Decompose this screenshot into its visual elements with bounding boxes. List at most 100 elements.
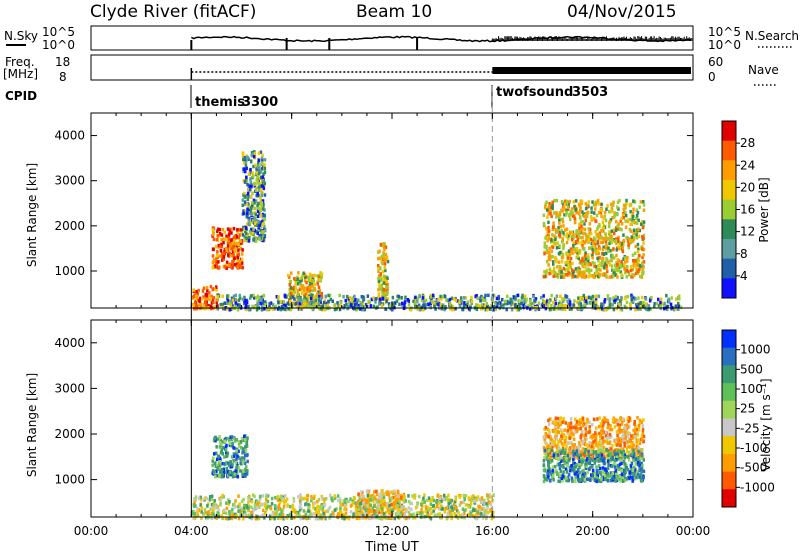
heatmap-cell <box>314 299 318 303</box>
heatmap-cell <box>294 281 297 285</box>
heatmap-cell <box>322 300 326 305</box>
heatmap-cell <box>611 444 614 448</box>
heatmap-cell <box>562 417 565 421</box>
heatmap-cell <box>270 496 274 501</box>
heatmap-cell <box>469 512 472 517</box>
heatmap-cell <box>401 301 404 306</box>
heatmap-cell <box>386 276 389 280</box>
heatmap-cell <box>397 494 400 498</box>
heatmap-cell <box>637 247 640 251</box>
heatmap-cell <box>259 199 262 203</box>
heatmap-cell <box>576 463 579 467</box>
heatmap-cell <box>332 514 335 518</box>
heatmap-cell <box>230 460 234 464</box>
heatmap-cell <box>202 304 206 309</box>
heatmap-cell <box>384 307 388 311</box>
heatmap-cell <box>613 471 616 475</box>
heatmap-cell <box>414 301 417 305</box>
heatmap-cell <box>212 231 215 235</box>
heatmap-cell <box>559 250 562 255</box>
heatmap-cell <box>604 450 607 454</box>
heatmap-cell <box>304 292 308 297</box>
heatmap-cell <box>381 498 385 502</box>
heatmap-cell <box>286 301 289 305</box>
heatmap-cell <box>600 260 604 264</box>
heatmap-cell <box>604 434 608 438</box>
heatmap-cell <box>223 455 226 459</box>
heatmap-cell <box>638 264 642 268</box>
heatmap-cell <box>312 502 315 506</box>
heatmap-cell <box>617 457 620 461</box>
heatmap-cell <box>584 206 588 211</box>
heatmap-cell <box>414 303 417 307</box>
heatmap-cell <box>559 455 562 459</box>
heatmap-cell <box>574 208 577 212</box>
heatmap-cell <box>556 462 559 466</box>
heatmap-cell <box>584 454 587 458</box>
heatmap-cell <box>243 200 247 204</box>
heatmap-cell <box>300 275 304 279</box>
heatmap-cell <box>369 304 373 308</box>
heatmap-cell <box>258 223 261 227</box>
heatmap-cell <box>598 416 601 420</box>
heatmap-cell <box>253 296 256 300</box>
noise-frame <box>90 25 694 51</box>
heatmap-cell <box>223 250 226 254</box>
nsky-label: N.Sky <box>4 29 38 43</box>
heatmap-cell <box>258 166 261 170</box>
heatmap-cell <box>203 507 207 512</box>
heatmap-cell <box>637 449 640 454</box>
heatmap-cell <box>296 292 300 296</box>
heatmap-cell <box>307 275 310 280</box>
heatmap-cell <box>440 307 444 311</box>
heatmap-cell <box>618 246 621 251</box>
heatmap-cell <box>388 496 391 501</box>
heatmap-cell <box>554 237 557 242</box>
heatmap-cell <box>634 425 637 430</box>
heatmap-cell <box>456 299 459 303</box>
heatmap-cell <box>363 503 366 507</box>
heatmap-cell <box>261 179 265 183</box>
heatmap-cell <box>407 303 411 307</box>
heatmap-cell <box>632 220 635 224</box>
heatmap-cell <box>564 228 567 232</box>
heatmap-cell <box>626 467 630 472</box>
heatmap-cell <box>591 294 595 299</box>
heatmap-cell <box>600 214 603 218</box>
heatmap-cell <box>218 254 222 258</box>
heatmap-cell <box>592 417 596 422</box>
heatmap-cell <box>642 241 645 245</box>
heatmap-cell <box>378 284 381 288</box>
heatmap-cell <box>610 464 614 469</box>
heatmap-cell <box>296 275 299 280</box>
heatmap-cell <box>247 194 250 199</box>
heatmap-cell <box>608 241 611 246</box>
heatmap-cell <box>383 242 386 246</box>
heatmap-cell <box>567 301 570 306</box>
heatmap-cell <box>597 263 600 267</box>
heatmap-cell <box>195 297 199 302</box>
heatmap-cell <box>618 467 621 471</box>
heatmap-cell <box>618 244 621 248</box>
heatmap-cell <box>641 269 644 273</box>
heatmap-cell <box>602 461 606 466</box>
heatmap-cell <box>222 241 225 245</box>
heatmap-cell <box>568 307 572 311</box>
heatmap-cell <box>551 233 554 237</box>
heatmap-cell <box>320 292 323 296</box>
heatmap-cell <box>225 248 229 253</box>
heatmap-cell <box>600 307 603 311</box>
heatmap-cell <box>421 308 425 312</box>
heatmap-cell <box>247 187 250 191</box>
heatmap-cell <box>309 286 312 290</box>
heatmap-cell <box>567 271 570 275</box>
heatmap-cell <box>249 177 252 181</box>
heatmap-cell <box>577 240 580 245</box>
heatmap-cell <box>615 455 619 459</box>
heatmap-cell <box>450 498 454 503</box>
heatmap-cell <box>239 440 243 444</box>
heatmap-cell <box>623 443 626 448</box>
heatmap-cell <box>554 211 558 215</box>
heatmap-cell <box>581 264 585 268</box>
heatmap-cell <box>628 432 632 436</box>
